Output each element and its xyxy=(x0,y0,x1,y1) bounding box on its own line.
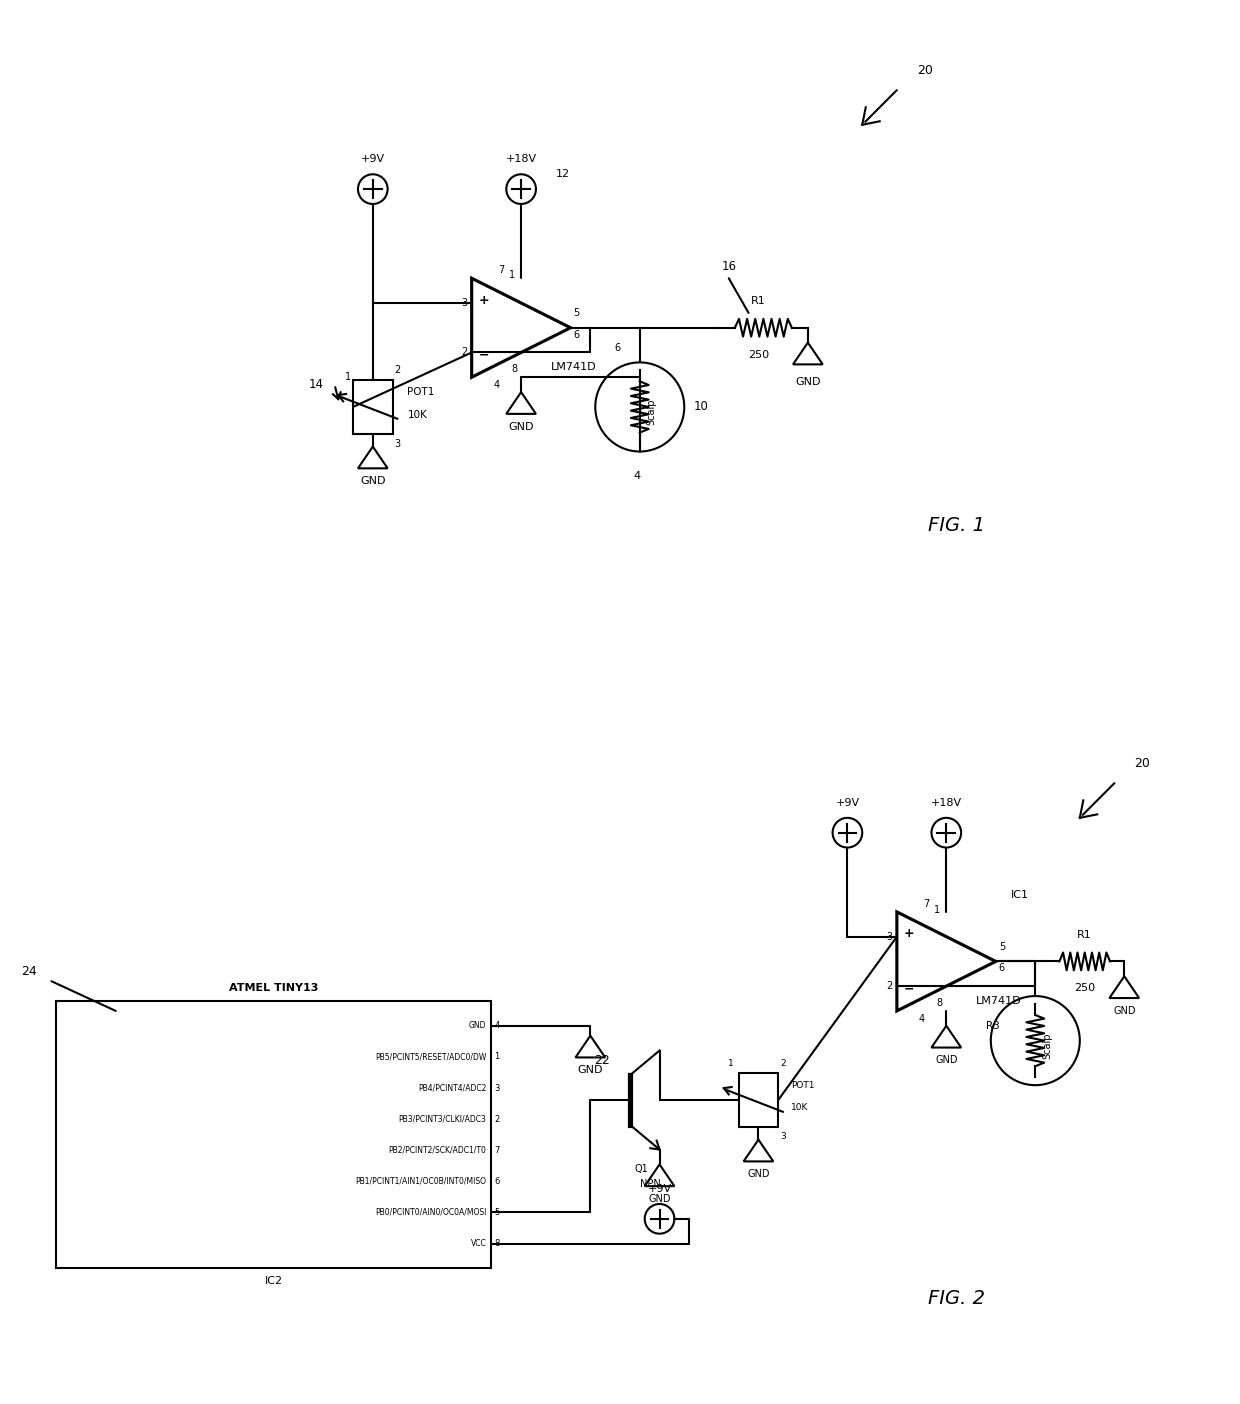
Text: 3: 3 xyxy=(780,1132,786,1140)
Text: 3: 3 xyxy=(394,438,401,449)
Text: −: − xyxy=(904,983,914,995)
Bar xyxy=(739,1073,779,1127)
Text: PB0/PCINT0/AIN0/OC0A/MOSI: PB0/PCINT0/AIN0/OC0A/MOSI xyxy=(376,1207,486,1217)
Text: 3: 3 xyxy=(887,932,893,942)
Text: +9V: +9V xyxy=(647,1184,672,1193)
Text: 6: 6 xyxy=(614,343,620,352)
Text: LM741D: LM741D xyxy=(551,362,596,372)
Text: 2: 2 xyxy=(461,348,467,358)
Text: 8: 8 xyxy=(495,1240,500,1248)
Text: 4: 4 xyxy=(634,472,640,482)
Text: 3: 3 xyxy=(461,298,467,307)
Text: GND: GND xyxy=(935,1056,957,1066)
Text: +9V: +9V xyxy=(361,154,384,164)
Text: 10K: 10K xyxy=(408,410,428,420)
Text: +9V: +9V xyxy=(836,797,859,807)
Text: 6: 6 xyxy=(998,963,1004,973)
Text: R1: R1 xyxy=(751,296,766,306)
Text: 6: 6 xyxy=(574,330,579,340)
Text: PB3/PCINT3/CLKI/ADC3: PB3/PCINT3/CLKI/ADC3 xyxy=(398,1115,486,1123)
Text: POT1: POT1 xyxy=(791,1081,815,1090)
Text: GND: GND xyxy=(578,1066,603,1075)
Text: 4: 4 xyxy=(919,1014,925,1024)
Text: PB4/PCINT4/ADC2: PB4/PCINT4/ADC2 xyxy=(418,1084,486,1092)
Text: Scalp: Scalp xyxy=(646,399,657,425)
Text: 2: 2 xyxy=(495,1115,500,1123)
Text: 12: 12 xyxy=(556,170,570,180)
Text: 250: 250 xyxy=(1074,983,1095,993)
Text: GND: GND xyxy=(508,421,534,432)
Text: 2: 2 xyxy=(780,1060,786,1068)
Text: 16: 16 xyxy=(722,260,737,274)
Text: IC2: IC2 xyxy=(265,1276,283,1286)
Text: GND: GND xyxy=(649,1193,671,1205)
Text: GND: GND xyxy=(795,378,821,388)
Text: 4: 4 xyxy=(494,380,500,390)
Text: 5: 5 xyxy=(574,307,580,317)
Text: Scalp: Scalp xyxy=(1042,1032,1053,1059)
Text: PB1/PCINT1/AIN1/OC0B/INT0/MISO: PB1/PCINT1/AIN1/OC0B/INT0/MISO xyxy=(356,1177,486,1186)
Text: ATMEL TINY13: ATMEL TINY13 xyxy=(229,983,319,993)
Text: 2: 2 xyxy=(887,981,893,991)
Text: 3: 3 xyxy=(495,1084,500,1092)
Text: GND: GND xyxy=(1114,1005,1136,1016)
Text: 1: 1 xyxy=(345,372,351,382)
Text: 20: 20 xyxy=(916,63,932,77)
Text: NPN: NPN xyxy=(640,1179,661,1189)
Text: 10: 10 xyxy=(694,400,709,413)
Text: VCC: VCC xyxy=(471,1240,486,1248)
Text: 24: 24 xyxy=(21,965,37,977)
Text: LM741D: LM741D xyxy=(976,995,1022,1007)
Text: 4: 4 xyxy=(495,1021,500,1031)
Text: FIG. 1: FIG. 1 xyxy=(928,517,985,535)
Text: PB2/PCINT2/SCK/ADC1/T0: PB2/PCINT2/SCK/ADC1/T0 xyxy=(388,1146,486,1154)
Text: 14: 14 xyxy=(309,378,324,390)
Text: 6: 6 xyxy=(495,1177,500,1186)
Text: 2: 2 xyxy=(394,365,401,375)
Text: 250: 250 xyxy=(748,350,769,359)
Text: GND: GND xyxy=(469,1021,486,1031)
Text: +18V: +18V xyxy=(931,797,962,807)
Text: 7: 7 xyxy=(498,265,505,275)
Text: 10K: 10K xyxy=(791,1104,808,1112)
Text: 1: 1 xyxy=(495,1053,500,1061)
Text: R3: R3 xyxy=(986,1021,999,1031)
Bar xyxy=(353,379,393,434)
Bar xyxy=(56,1001,491,1268)
Text: 5: 5 xyxy=(998,942,1004,952)
Text: IC1: IC1 xyxy=(1011,890,1028,900)
Text: 1: 1 xyxy=(935,904,941,915)
Text: POT1: POT1 xyxy=(408,388,435,397)
Text: 1: 1 xyxy=(728,1060,734,1068)
Text: 8: 8 xyxy=(511,364,517,375)
Text: 5: 5 xyxy=(495,1207,500,1217)
Text: GND: GND xyxy=(748,1170,770,1179)
Text: FIG. 2: FIG. 2 xyxy=(928,1289,985,1307)
Text: R1: R1 xyxy=(1078,929,1092,939)
Text: +18V: +18V xyxy=(506,154,537,164)
Text: +: + xyxy=(479,293,489,306)
Text: 7: 7 xyxy=(924,899,930,908)
Text: 22: 22 xyxy=(594,1054,610,1067)
Text: Q1: Q1 xyxy=(635,1164,649,1174)
Text: +: + xyxy=(904,927,914,941)
Text: 1: 1 xyxy=(510,270,516,281)
Text: GND: GND xyxy=(360,476,386,486)
Text: 7: 7 xyxy=(495,1146,500,1154)
Text: 8: 8 xyxy=(936,998,942,1008)
Text: 20: 20 xyxy=(1135,757,1149,769)
Text: −: − xyxy=(479,350,489,362)
Text: PB5/PCINT5/RESET/ADC0/DW: PB5/PCINT5/RESET/ADC0/DW xyxy=(376,1053,486,1061)
